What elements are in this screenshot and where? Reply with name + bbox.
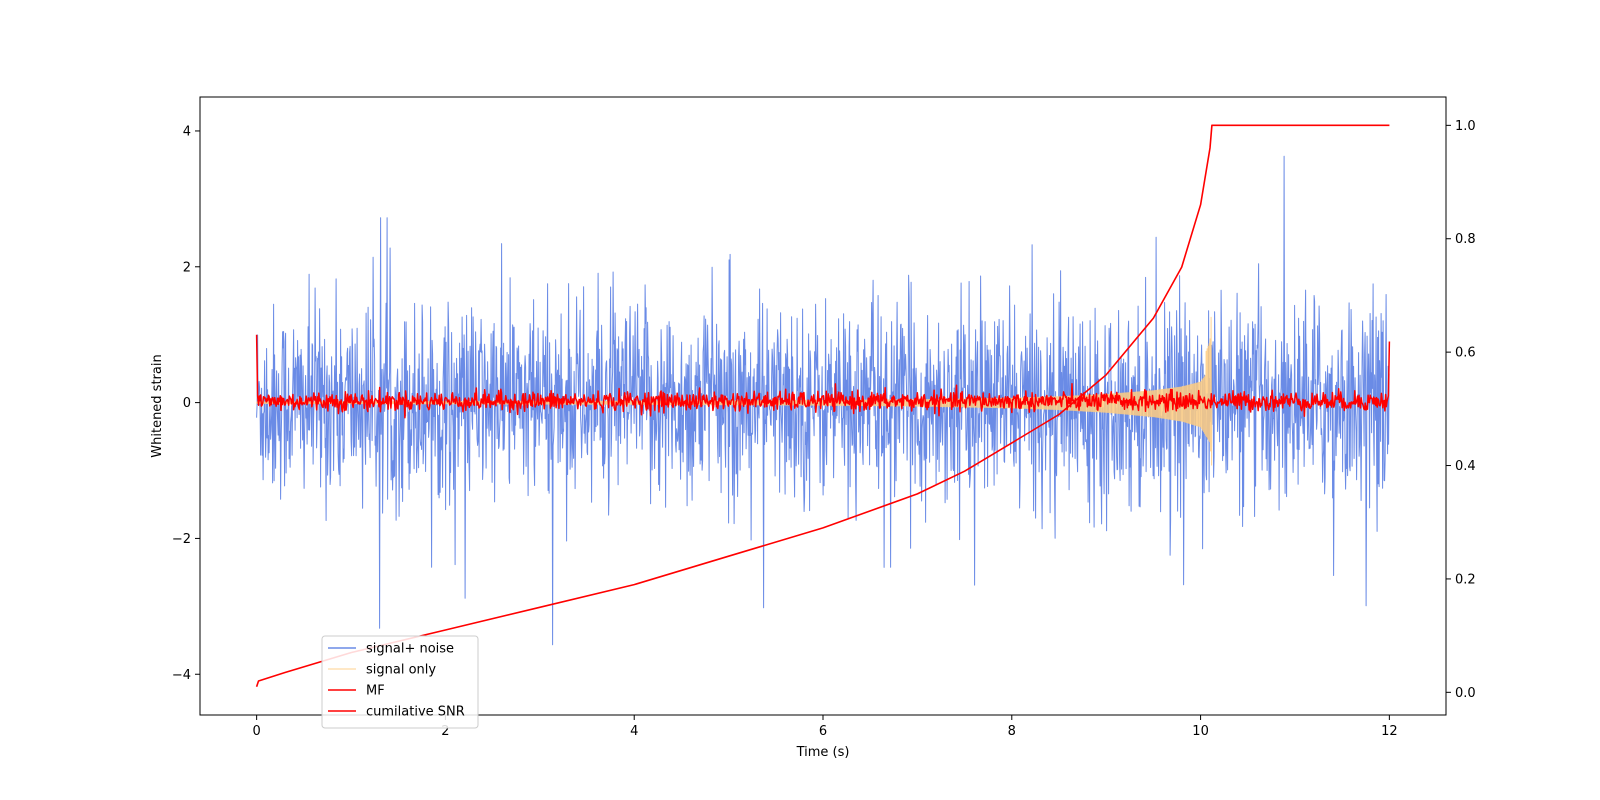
legend-label: signal only [366, 663, 436, 678]
x-tick-label: 2 [441, 724, 449, 739]
y-tick-label: −4 [172, 668, 191, 683]
series-line-2 [255, 334, 1391, 419]
legend-label: signal+ noise [366, 642, 454, 657]
y2-tick-label: 0.0 [1455, 686, 1476, 701]
y-axis-label: Whitened strain [150, 354, 165, 457]
x-tick-label: 8 [1008, 724, 1016, 739]
y2-tick-label: 0.8 [1455, 232, 1476, 247]
y-axis-right: 0.0 0.2 0.4 0.6 0.8 1.0 [1446, 119, 1476, 701]
y2-tick-label: 0.6 [1455, 346, 1476, 361]
legend-label: MF [366, 684, 385, 699]
y2-tick-label: 0.4 [1455, 459, 1476, 474]
legend-label: cumilative SNR [366, 705, 465, 720]
x-tick-label: 10 [1192, 724, 1209, 739]
legend-box [321, 635, 479, 729]
y-axis-left: −4 −2 0 2 4 [172, 124, 200, 683]
x-tick-label: 12 [1381, 724, 1398, 739]
legend: signal+ noise signal only MF cumilative SNR [321, 635, 479, 729]
x-axis: 0 2 4 6 8 10 12 [252, 715, 1398, 739]
y-tick-label: 0 [183, 396, 191, 411]
x-tick-label: 4 [630, 724, 638, 739]
y-tick-label: −2 [172, 532, 191, 547]
y2-tick-label: 0.2 [1455, 572, 1476, 587]
y-tick-label: 4 [183, 124, 191, 139]
x-tick-label: 0 [252, 724, 260, 739]
y-tick-label: 2 [183, 260, 191, 275]
x-axis-label: Time (s) [796, 745, 850, 760]
series-layer [255, 124, 1391, 687]
x-tick-label: 6 [819, 724, 827, 739]
y2-tick-label: 1.0 [1455, 119, 1476, 134]
